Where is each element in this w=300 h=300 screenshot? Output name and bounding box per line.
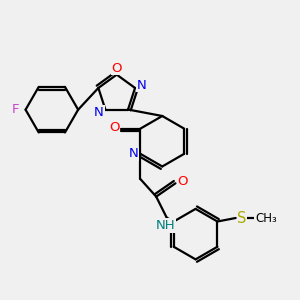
- Text: O: O: [109, 122, 119, 134]
- Text: N: N: [136, 79, 146, 92]
- Text: N: N: [94, 106, 104, 119]
- Text: F: F: [12, 103, 20, 116]
- Text: NH: NH: [156, 219, 176, 232]
- Text: CH₃: CH₃: [255, 212, 277, 224]
- Text: N: N: [128, 147, 138, 161]
- Text: O: O: [111, 62, 122, 75]
- Text: O: O: [177, 175, 188, 188]
- Text: S: S: [237, 211, 247, 226]
